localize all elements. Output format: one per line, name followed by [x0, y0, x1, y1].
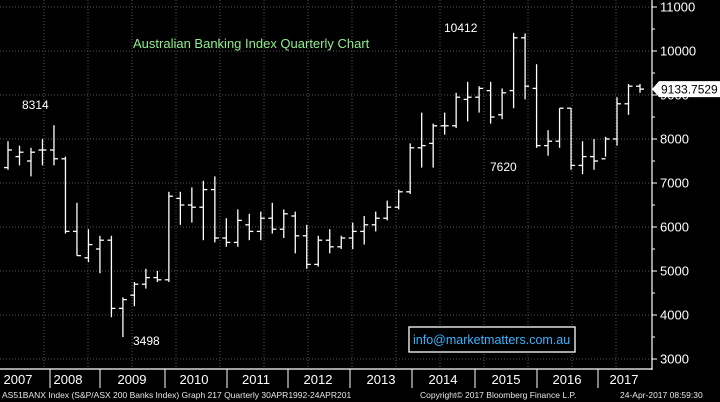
ohlc-bar-48: [555, 107, 564, 148]
last-value-marker: 9133.7529: [652, 81, 720, 98]
y-tick-label-4000: 4000: [660, 308, 689, 323]
ohlc-bar-9: [107, 235, 116, 318]
ohlc-bar-17: [199, 180, 208, 241]
y-tick-label-6000: 6000: [660, 220, 689, 235]
x-year-label-2010: 2010: [180, 372, 209, 387]
ohlc-bar-23: [268, 202, 277, 234]
ohlc-bar-27: [314, 235, 323, 267]
ohlc-bar-31: [360, 216, 369, 245]
ohlc-bar-25: [291, 211, 300, 254]
footer-ticker: AS51BANX Index (S&P/ASX 200 Banks Index)…: [2, 390, 352, 400]
ohlc-bar-13: [153, 271, 162, 282]
ohlc-bar-8: [95, 235, 104, 274]
ohlc-bar-38: [440, 112, 449, 135]
ohlc-bar-30: [348, 222, 357, 249]
ohlc-bar-55: [636, 84, 644, 93]
watermark-text: info@marketmatters.com.au: [413, 333, 570, 347]
y-tick-label-5000: 5000: [660, 264, 689, 279]
ohlc-bar-40: [463, 81, 472, 122]
ohlc-bar-3: [38, 139, 47, 166]
x-year-label-2007: 2007: [4, 372, 33, 387]
ohlc-bar-29: [337, 235, 346, 249]
ohlc-bar-34: [394, 189, 403, 210]
ohlc-bar-18: [210, 176, 219, 243]
plot-background: [0, 0, 720, 388]
y-tick-label-11000: 11000: [660, 0, 695, 15]
ohlc-bar-41: [475, 86, 484, 113]
annotations: 8314 3498 10412 7620: [22, 21, 517, 348]
annotation-8314: 8314: [22, 98, 49, 112]
ohlc-bar-16: [187, 187, 196, 223]
x-year-label-2008: 2008: [54, 372, 83, 387]
y-tick-label-8000: 8000: [660, 132, 689, 147]
ohlc-bar-6: [72, 202, 81, 257]
chart-title: Australian Banking Index Quarterly Chart: [133, 36, 370, 51]
ohlc-bar-49: [567, 107, 576, 170]
x-year-label-2017: 2017: [610, 372, 639, 387]
annotation-3498: 3498: [133, 334, 160, 348]
x-year-label-2015: 2015: [492, 372, 521, 387]
x-year-label-2012: 2012: [304, 372, 333, 387]
y-tick-label-7000: 7000: [660, 176, 689, 191]
y-axis: 30004000500060007000800090001000011000: [651, 0, 696, 370]
ohlc-bar-5: [61, 156, 70, 234]
ohlc-bar-20: [233, 209, 242, 247]
last-value-label: 9133.7529: [661, 83, 718, 97]
ohlc-bar-19: [222, 218, 231, 247]
watermark-box: info@marketmatters.com.au: [408, 326, 576, 353]
ohlc-bar-4: [49, 125, 58, 166]
ohlc-bar-7: [84, 229, 93, 263]
ohlc-bar-0: [4, 141, 12, 170]
ohlc-bar-52: [601, 136, 610, 160]
ohlc-bar-1: [15, 145, 24, 166]
watermark-border: [408, 326, 576, 353]
ohlc-bar-45: [521, 33, 530, 100]
y-tick-label-3000: 3000: [660, 352, 689, 367]
ohlc-bar-37: [429, 123, 438, 168]
ohlc-bar-28: [325, 229, 334, 254]
ohlc-bar-36: [417, 112, 426, 168]
annotation-10412: 10412: [444, 21, 478, 35]
footer-copyright: Copyright© 2017 Bloomberg Finance L.P.: [420, 390, 577, 400]
ohlc-bar-39: [452, 92, 461, 128]
x-year-label-2014: 2014: [429, 372, 458, 387]
x-axis: 2007 2008 2009 2010 2011 2012 2013 2014 2015 2016…: [0, 368, 652, 388]
ohlc-bar-35: [406, 143, 415, 194]
ohlc-bar-33: [383, 200, 392, 221]
y-tick-label-10000: 10000: [660, 44, 696, 59]
last-value-arrow: [652, 81, 720, 98]
ohlc-bar-14: [164, 191, 173, 282]
footer-timestamp: 24-Apr-2017 08:59:30: [620, 390, 703, 400]
x-year-label-2013: 2013: [367, 372, 396, 387]
ohlc-bar-11: [130, 282, 139, 307]
ohlc-bar-43: [498, 88, 507, 120]
ohlc-bar-32: [371, 211, 380, 232]
ohlc-bar-46: [532, 64, 541, 148]
chart-canvas: 30004000500060007000800090001000011000 2…: [0, 0, 720, 388]
ohlc-bar-21: [245, 213, 254, 241]
ohlc-bar-53: [613, 97, 622, 146]
x-year-label-2011: 2011: [242, 372, 270, 387]
ohlc-bar-42: [486, 81, 495, 124]
x-year-label-2009: 2009: [118, 372, 147, 387]
ohlc-bar-47: [544, 130, 553, 156]
ohlc-bar-50: [578, 141, 587, 175]
x-year-label-2016: 2016: [553, 372, 582, 387]
ohlc-bar-10: [118, 297, 127, 338]
ohlc-bar-54: [624, 84, 633, 115]
ohlc-bars: [4, 32, 644, 338]
footer-bar: AS51BANX Index (S&P/ASX 200 Banks Index)…: [0, 388, 720, 402]
grid-lines: [0, 0, 652, 368]
ohlc-bar-51: [590, 139, 599, 170]
ohlc-bar-26: [302, 224, 311, 269]
ohlc-bar-2: [26, 147, 35, 177]
ohlc-bar-44: [509, 32, 518, 109]
ohlc-bar-24: [279, 209, 288, 238]
ohlc-bar-12: [141, 268, 150, 289]
annotation-7620: 7620: [490, 160, 517, 174]
ohlc-bar-15: [176, 191, 185, 225]
ohlc-bar-22: [256, 211, 265, 241]
